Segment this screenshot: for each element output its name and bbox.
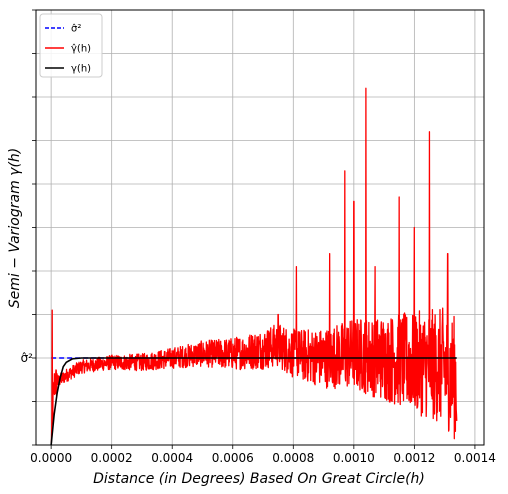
x-tick-label: 0.0014 (454, 451, 496, 465)
y-tick-label-sigma: σ̂² (21, 351, 34, 365)
legend-box (39, 13, 103, 78)
y-axis-title: Semi − Variogram γ(h) (7, 148, 23, 309)
x-tick-label: 0.0012 (393, 451, 435, 465)
legend-gamma-entry-label: γ(h) (71, 64, 91, 75)
legend: σ̂² γ̂(h) γ(h) (39, 13, 103, 78)
series-layer (50, 87, 458, 446)
x-tick-label: 0.0004 (151, 451, 193, 465)
x-tick-label: 0.0000 (30, 451, 72, 465)
x-tick-label: 0.0002 (91, 451, 133, 465)
model-semivariogram-line (50, 357, 457, 446)
x-tick-label: 0.0008 (272, 451, 314, 465)
legend-sigma-entry-label: σ̂² (71, 23, 81, 35)
tick-labels: 0.0000 0.0002 0.0004 0.0006 0.0008 0.0010 0.00… (21, 351, 496, 465)
x-tick-label: 0.0006 (212, 451, 254, 465)
tick-marks (32, 9, 476, 449)
legend-gamma-hat-entry-label: γ̂(h) (71, 43, 91, 55)
x-tick-label: 0.0010 (333, 451, 375, 465)
x-axis-title: Distance (in Degrees) Based On Great Cir… (93, 471, 425, 487)
